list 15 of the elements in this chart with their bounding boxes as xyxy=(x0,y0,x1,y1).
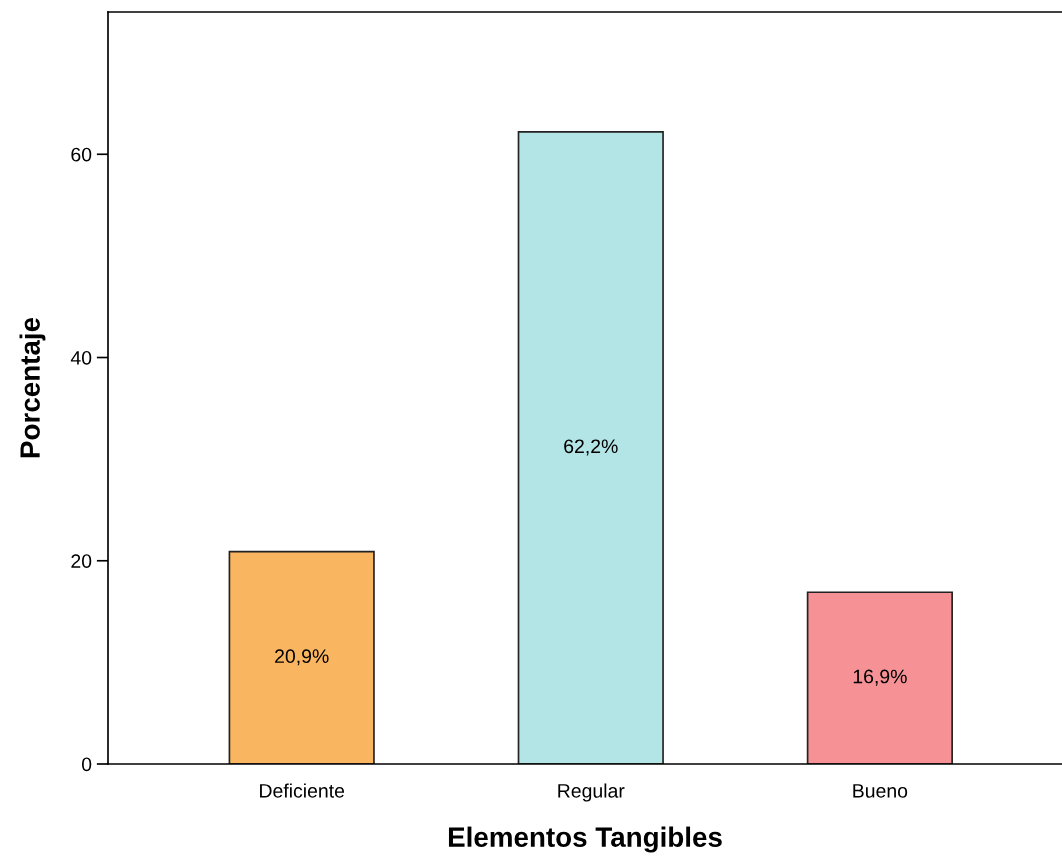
y-tick-label: 40 xyxy=(70,350,92,365)
y-tick-label: 20 xyxy=(71,554,92,568)
data-label: 20,9% xyxy=(275,649,329,666)
x-axis-title: Elementos Tangibles xyxy=(448,826,722,853)
x-tick-label: Regular xyxy=(558,783,625,802)
bar xyxy=(228,550,375,764)
y-axis-title: Porcentaje xyxy=(19,317,46,458)
data-label: 16,9% xyxy=(853,669,907,686)
y-tick-label: 60 xyxy=(71,147,92,162)
bar xyxy=(806,591,953,764)
data-label: 62,2% xyxy=(564,439,618,456)
x-tick-label: Deficiente xyxy=(260,783,345,798)
x-tick-label: Bueno xyxy=(853,784,908,798)
bar xyxy=(517,131,664,764)
y-tick-label: 0 xyxy=(81,757,92,772)
